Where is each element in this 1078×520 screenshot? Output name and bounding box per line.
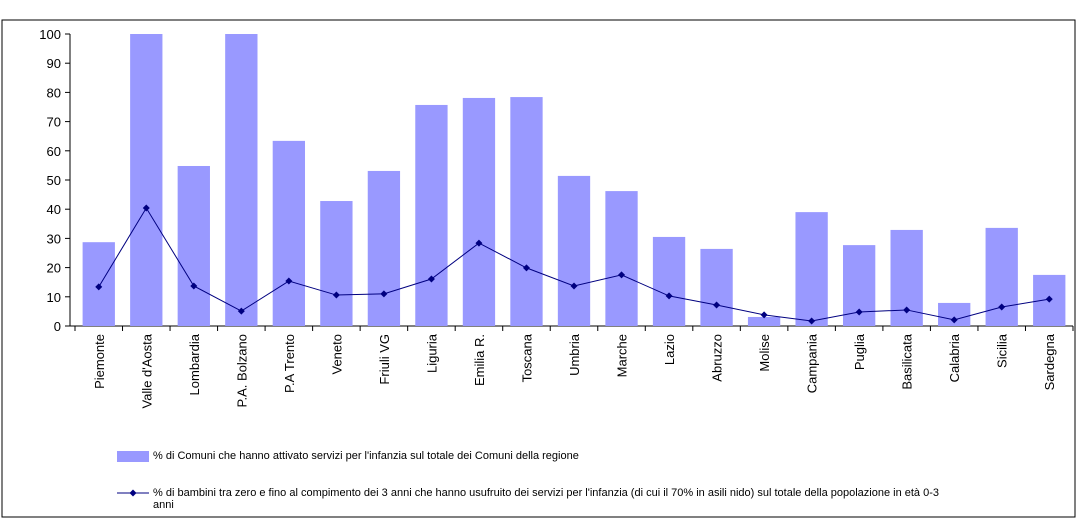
x-tick-label: Molise bbox=[757, 334, 772, 372]
bar bbox=[795, 212, 828, 326]
x-tick-label: Marche bbox=[615, 334, 630, 377]
legend-marker bbox=[129, 489, 137, 497]
y-tick-label: 60 bbox=[47, 144, 61, 159]
marker bbox=[142, 204, 150, 212]
bar bbox=[938, 302, 971, 326]
marker bbox=[808, 317, 816, 325]
bar bbox=[225, 34, 258, 326]
x-tick-label: P.A. Bolzano bbox=[234, 334, 249, 407]
y-tick-label: 40 bbox=[47, 202, 61, 217]
bar bbox=[700, 248, 733, 326]
x-tick-label: Lombardia bbox=[187, 333, 202, 395]
bar bbox=[415, 104, 448, 327]
x-tick-label: Campania bbox=[805, 333, 820, 393]
x-tick-label: Emilia R. bbox=[472, 334, 487, 386]
bar bbox=[367, 170, 401, 326]
marker bbox=[285, 277, 293, 285]
x-tick-label: Liguria bbox=[424, 333, 439, 373]
marker bbox=[522, 264, 530, 272]
x-tick-label: Sicilia bbox=[995, 333, 1010, 368]
bar bbox=[510, 97, 543, 327]
legend-label: % di Comuni che hanno attivato servizi p… bbox=[153, 450, 579, 462]
y-tick-label: 20 bbox=[47, 261, 61, 276]
marker bbox=[855, 308, 863, 316]
bar bbox=[320, 201, 353, 326]
x-tick-label: Calabria bbox=[947, 333, 962, 382]
bar bbox=[985, 227, 1018, 326]
x-tick-label: Basilicata bbox=[900, 333, 915, 389]
legend-swatch bbox=[117, 451, 149, 462]
chart-frame bbox=[1, 19, 1076, 518]
bar bbox=[177, 165, 210, 326]
marker bbox=[950, 316, 958, 324]
bar bbox=[462, 97, 496, 326]
x-tick-label: P.A Trento bbox=[282, 334, 297, 393]
y-tick-label: 10 bbox=[47, 290, 61, 305]
y-tick-label: 100 bbox=[39, 27, 61, 42]
legend-label: % di bambini tra zero e fino al compimen… bbox=[153, 487, 939, 511]
x-tick-label: Valle d'Aosta bbox=[139, 333, 154, 408]
x-tick-label: Umbria bbox=[567, 333, 582, 376]
y-tick-label: 90 bbox=[47, 56, 61, 71]
marker bbox=[618, 271, 626, 279]
marker bbox=[427, 275, 435, 283]
bar bbox=[605, 191, 638, 326]
y-tick-label: 0 bbox=[54, 319, 61, 334]
bar bbox=[557, 175, 591, 326]
bar bbox=[130, 34, 163, 326]
y-tick-label: 50 bbox=[47, 173, 61, 188]
y-tick-label: 30 bbox=[47, 231, 61, 246]
marker bbox=[760, 311, 768, 319]
marker bbox=[1045, 295, 1053, 303]
x-tick-label: Veneto bbox=[329, 334, 344, 375]
marker bbox=[332, 291, 340, 299]
x-tick-label: Lazio bbox=[662, 334, 677, 365]
marker bbox=[380, 290, 388, 298]
x-tick-label: Toscana bbox=[519, 333, 534, 382]
marker bbox=[998, 303, 1006, 311]
x-tick-label: Friuli VG bbox=[377, 334, 392, 385]
bar bbox=[272, 140, 306, 326]
y-tick-label: 70 bbox=[47, 115, 61, 130]
marker bbox=[95, 283, 103, 291]
x-tick-label: Puglia bbox=[852, 333, 867, 370]
marker bbox=[237, 307, 245, 315]
x-tick-label: Piemonte bbox=[92, 334, 107, 389]
bar bbox=[652, 236, 686, 326]
bar bbox=[747, 316, 781, 326]
x-tick-label: Sardegna bbox=[1042, 333, 1057, 390]
marker bbox=[903, 306, 911, 314]
marker bbox=[190, 282, 198, 290]
y-tick-label: 80 bbox=[47, 85, 61, 100]
marker bbox=[713, 301, 721, 309]
marker bbox=[665, 292, 673, 300]
marker bbox=[475, 239, 483, 247]
x-tick-label: Abruzzo bbox=[710, 334, 725, 382]
marker bbox=[570, 282, 578, 290]
